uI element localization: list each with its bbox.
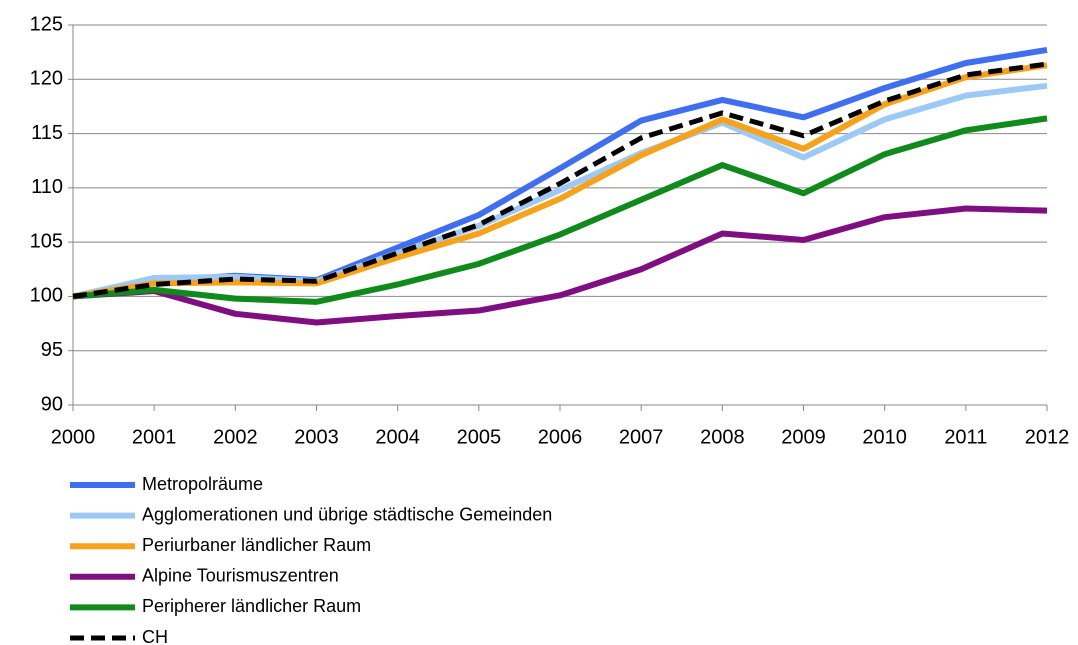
y-tick-label: 120: [30, 68, 63, 90]
x-tick-label: 2007: [619, 426, 664, 448]
x-tick-label: 2002: [213, 426, 258, 448]
series-line: [72, 62, 1048, 300]
x-tick-label: 2001: [132, 426, 177, 448]
series-line: [72, 115, 1048, 305]
y-tick-label: 95: [41, 339, 63, 361]
x-tick-label: 2005: [457, 426, 502, 448]
y-tick-label: 90: [41, 393, 63, 415]
series-line: [72, 47, 1048, 300]
y-tick-label: 115: [31, 122, 63, 144]
legend-label: Alpine Tourismuszentren: [142, 566, 339, 586]
x-tick-label: 2000: [51, 426, 96, 448]
legend-label: Peripherer ländlicher Raum: [142, 596, 361, 616]
legend-label: Periurbaner ländlicher Raum: [142, 535, 371, 555]
x-tick-label: 2006: [538, 426, 583, 448]
y-tick-label: 125: [30, 13, 63, 35]
legend-label: Agglomerationen und übrige städtische Ge…: [142, 504, 552, 524]
x-tick-label: 2008: [700, 426, 745, 448]
legend-label: Metropolräume: [142, 474, 263, 494]
x-tick-label: 2009: [781, 426, 826, 448]
x-tick-label: 2011: [944, 426, 987, 448]
x-tick-label: 2012: [1025, 426, 1070, 448]
series-line: [72, 82, 1048, 300]
legend-label: CH: [142, 627, 168, 645]
x-tick-label: 2004: [375, 426, 420, 448]
y-tick-label: 110: [31, 176, 63, 198]
x-tick-label: 2010: [862, 426, 907, 448]
x-tick-label: 2003: [294, 426, 339, 448]
series-line: [72, 61, 1048, 299]
y-tick-label: 100: [30, 285, 63, 307]
y-tick-label: 105: [30, 230, 63, 252]
series-line: [72, 205, 1048, 326]
